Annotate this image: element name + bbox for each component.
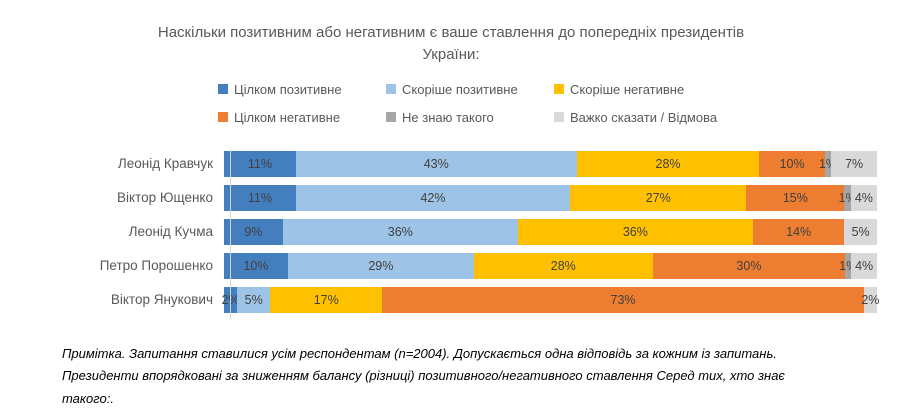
chart-row: Віктор Ющенко 11% 42% 27% 15% 1% 4% [0,184,902,211]
y-axis-line [230,148,231,319]
bar-segment: 30% [652,252,845,279]
category-label: Леонід Кучма [128,224,213,239]
bar-segment: 4% [850,184,877,211]
chart-area: Леонід Кравчук 11% 43% 28% 10% 1% 7% Віктор Юще… [0,148,902,319]
chart-row: Віктор Янукович2%5%17%73%2% [0,286,902,313]
legend-swatch-icon [218,112,228,122]
bar-segment: 11% [224,184,296,211]
bar-track: 11% 42% 27% 15% 1% 4% [224,184,877,211]
bar-segment: 36% [282,218,518,245]
bar-segment: 27% [570,184,747,211]
chart-legend: Цілком позитивне Скоріше позитивне Скоріше… [218,82,902,125]
category-label: Петро Порошенко [99,258,213,273]
bar-track: 10% 29% 28% 30% 1% 4% [224,252,877,279]
category-label: Леонід Кравчук [117,156,213,171]
category-label: Віктор Ющенко [117,190,213,205]
chart-row: Леонід Кравчук 11% 43% 28% 10% 1% 7% [0,150,902,177]
bar-segment: 7% [831,150,877,177]
legend-item-5: Важко сказати / Відмова [554,110,902,125]
bar-track: 2%5%17%73%2% [222,286,879,313]
legend-label: Цілком позитивне [234,81,342,97]
chart-figure: Наскільки позитивним або негативним є ва… [0,22,902,415]
footnote-line-3: такого:. [62,391,114,406]
legend-item-3: Цілком негативне [218,110,386,125]
category-label: Віктор Янукович [110,292,213,307]
legend-swatch-icon [554,84,564,94]
chart-rows: Леонід Кравчук 11% 43% 28% 10% 1% 7% Віктор Юще… [0,150,902,313]
footnote-line-2: Президенти впорядковані за зниженням бал… [62,368,785,384]
chart-row: Петро Порошенко 10% 29% 28% 30% 1% 4% [0,252,902,279]
legend-label: Важко сказати / Відмова [570,109,718,125]
bar-segment: 10% [759,150,825,177]
bar-track: 11% 43% 28% 10% 1% 7% [224,150,877,177]
legend-item-2: Скоріше негативне [554,82,902,97]
bar-segment: 15% [746,184,845,211]
bar-segment: 43% [295,150,577,177]
chart-row: Леонід Кучма 9% 36% 36% 14% 5% [0,218,902,245]
legend-item-0: Цілком позитивне [218,82,386,97]
bar-segment: 73% [382,286,864,313]
bar-segment: 4% [851,252,877,279]
legend-swatch-icon [386,84,396,94]
legend-swatch-icon [386,112,396,122]
legend-item-1: Скоріше позитивне [386,82,554,97]
chart-title-line-2: України: [422,45,480,63]
bar-segment: 5% [237,286,271,313]
bar-segment: 28% [473,252,653,279]
bar-segment: 9% [224,218,283,245]
legend-swatch-icon [218,84,228,94]
legend-label: Не знаю такого [402,109,494,125]
footnote-line-1: Примітка. Запитання ставилися усім респо… [62,345,777,361]
chart-title-line-1: Наскільки позитивним або негативним є ва… [157,24,745,41]
bar-segment: 17% [270,286,383,313]
bar-segment: 28% [576,150,760,177]
legend-swatch-icon [554,112,564,122]
bar-segment: 14% [752,218,845,245]
footnote: Примітка. Запитання ставилися усім респо… [62,343,902,411]
legend-label: Цілком негативне [234,109,341,125]
legend-label: Скоріше негативне [570,81,685,97]
bar-segment: 5% [844,218,877,245]
bar-segment: 2% [861,286,879,313]
bar-segment: 29% [288,252,474,279]
bar-segment: 36% [517,218,753,245]
bar-segment: 42% [295,184,571,211]
chart-title: Наскільки позитивним або негативним є ва… [0,22,902,66]
legend-label: Скоріше позитивне [402,81,518,97]
bar-segment: 10% [224,252,289,279]
legend-item-4: Не знаю такого [386,110,554,125]
bar-track: 9% 36% 36% 14% 5% [224,218,877,245]
bar-segment: 11% [224,150,296,177]
